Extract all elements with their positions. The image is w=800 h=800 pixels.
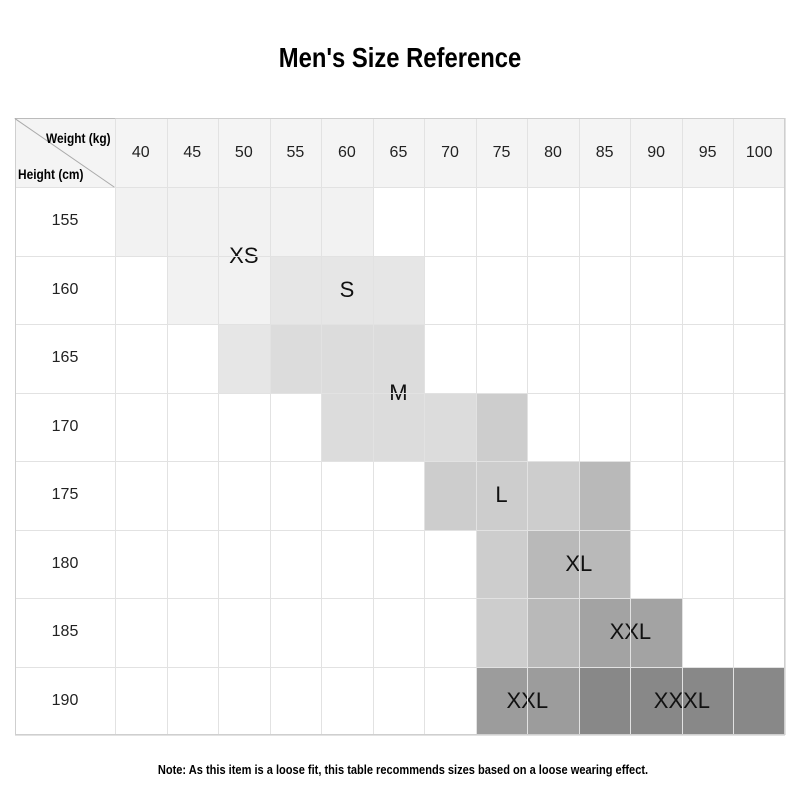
grid-line	[15, 529, 785, 531]
header-bg	[15, 118, 785, 187]
column-header: 70	[441, 143, 459, 161]
grid-line	[527, 118, 529, 735]
grid-line	[218, 118, 220, 735]
grid-line	[15, 735, 785, 736]
row-header: 190	[51, 691, 79, 709]
column-header: 75	[492, 143, 511, 161]
grid-line	[15, 666, 785, 668]
grid-line	[269, 118, 271, 735]
size-region	[475, 529, 528, 598]
size-region	[424, 461, 579, 530]
grid-line	[15, 598, 785, 599]
grid-line	[15, 324, 785, 325]
size-region	[578, 666, 785, 735]
column-header: 80	[544, 143, 562, 161]
row-header: 185	[51, 623, 79, 641]
size-label: M	[389, 379, 408, 405]
grid-line	[785, 118, 786, 735]
grid-line	[321, 118, 323, 735]
grid-line	[424, 118, 426, 735]
grid-line	[15, 392, 785, 394]
size-region	[321, 392, 476, 461]
column-header: 40	[131, 143, 150, 161]
column-header: 65	[389, 143, 408, 161]
column-header: 100	[745, 143, 773, 161]
size-region	[475, 598, 528, 667]
row-header: 170	[51, 417, 79, 435]
note: Note: As this item is a loose fit, this …	[157, 762, 649, 777]
grid-line	[15, 461, 785, 462]
size-label: L	[495, 482, 508, 508]
grid-line	[115, 118, 116, 735]
column-header: 45	[183, 143, 202, 161]
size-region	[218, 324, 270, 393]
column-header: 95	[698, 143, 717, 161]
title: Men's Size Reference	[278, 42, 522, 73]
weight-label: Weight (kg)	[46, 130, 111, 146]
grid-line	[733, 118, 735, 735]
column-header: 85	[595, 143, 614, 161]
size-region	[527, 598, 579, 667]
grid-line	[681, 118, 683, 735]
size-region	[475, 392, 528, 461]
grid-line	[630, 118, 632, 735]
column-header: 60	[338, 143, 356, 161]
size-region	[527, 529, 631, 598]
grid-line	[578, 118, 580, 735]
column-header: 55	[286, 143, 305, 161]
column-header: 50	[234, 143, 253, 161]
row-header: 160	[51, 280, 79, 298]
grid-line	[15, 255, 785, 257]
size-region	[269, 324, 425, 393]
grid-line	[166, 118, 168, 735]
size-region	[115, 187, 373, 256]
row-header: 155	[51, 212, 79, 230]
size-region	[578, 461, 631, 530]
row-header: 165	[51, 349, 79, 367]
grid-line	[475, 118, 477, 735]
grid-line	[372, 118, 374, 735]
height-label: Height (cm)	[18, 166, 84, 182]
grid-line	[15, 187, 785, 188]
size-label: XS	[229, 242, 259, 268]
row-header: 175	[51, 486, 79, 504]
border	[15, 118, 785, 735]
size-label: S	[339, 276, 355, 302]
row-header: 180	[51, 554, 79, 572]
column-header: 90	[647, 143, 666, 161]
size-region	[269, 255, 425, 324]
border	[15, 118, 115, 119]
